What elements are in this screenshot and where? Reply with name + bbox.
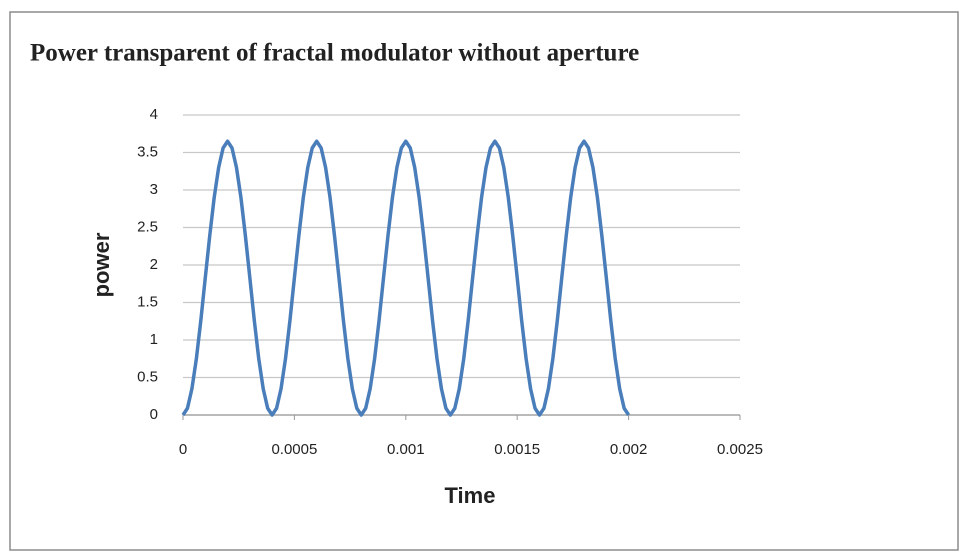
y-tick-label: 1.5 xyxy=(137,293,158,310)
y-tick-label: 3 xyxy=(150,181,158,198)
x-tick-label: 0.0005 xyxy=(271,441,317,458)
y-tick-label: 1 xyxy=(150,331,158,348)
chart-frame xyxy=(9,11,959,551)
y-tick-label: 3.5 xyxy=(137,143,158,160)
y-axis-label: power xyxy=(89,232,114,297)
x-tick-label: 0.0025 xyxy=(717,441,763,458)
chart-title: Power transparent of fractal modulator w… xyxy=(30,40,639,67)
x-tick-label: 0.001 xyxy=(387,441,425,458)
y-tick-label: 0 xyxy=(150,406,158,423)
x-tick-label: 0 xyxy=(179,441,187,458)
y-tick-label: 4 xyxy=(150,106,158,123)
x-tick-label: 0.002 xyxy=(610,441,648,458)
x-axis-label: Time xyxy=(445,483,496,508)
y-tick-label: 2 xyxy=(150,256,158,273)
y-tick-label: 0.5 xyxy=(137,368,158,385)
y-tick-label: 2.5 xyxy=(137,218,158,235)
data-line xyxy=(181,139,631,417)
x-tick-label: 0.0015 xyxy=(494,441,540,458)
